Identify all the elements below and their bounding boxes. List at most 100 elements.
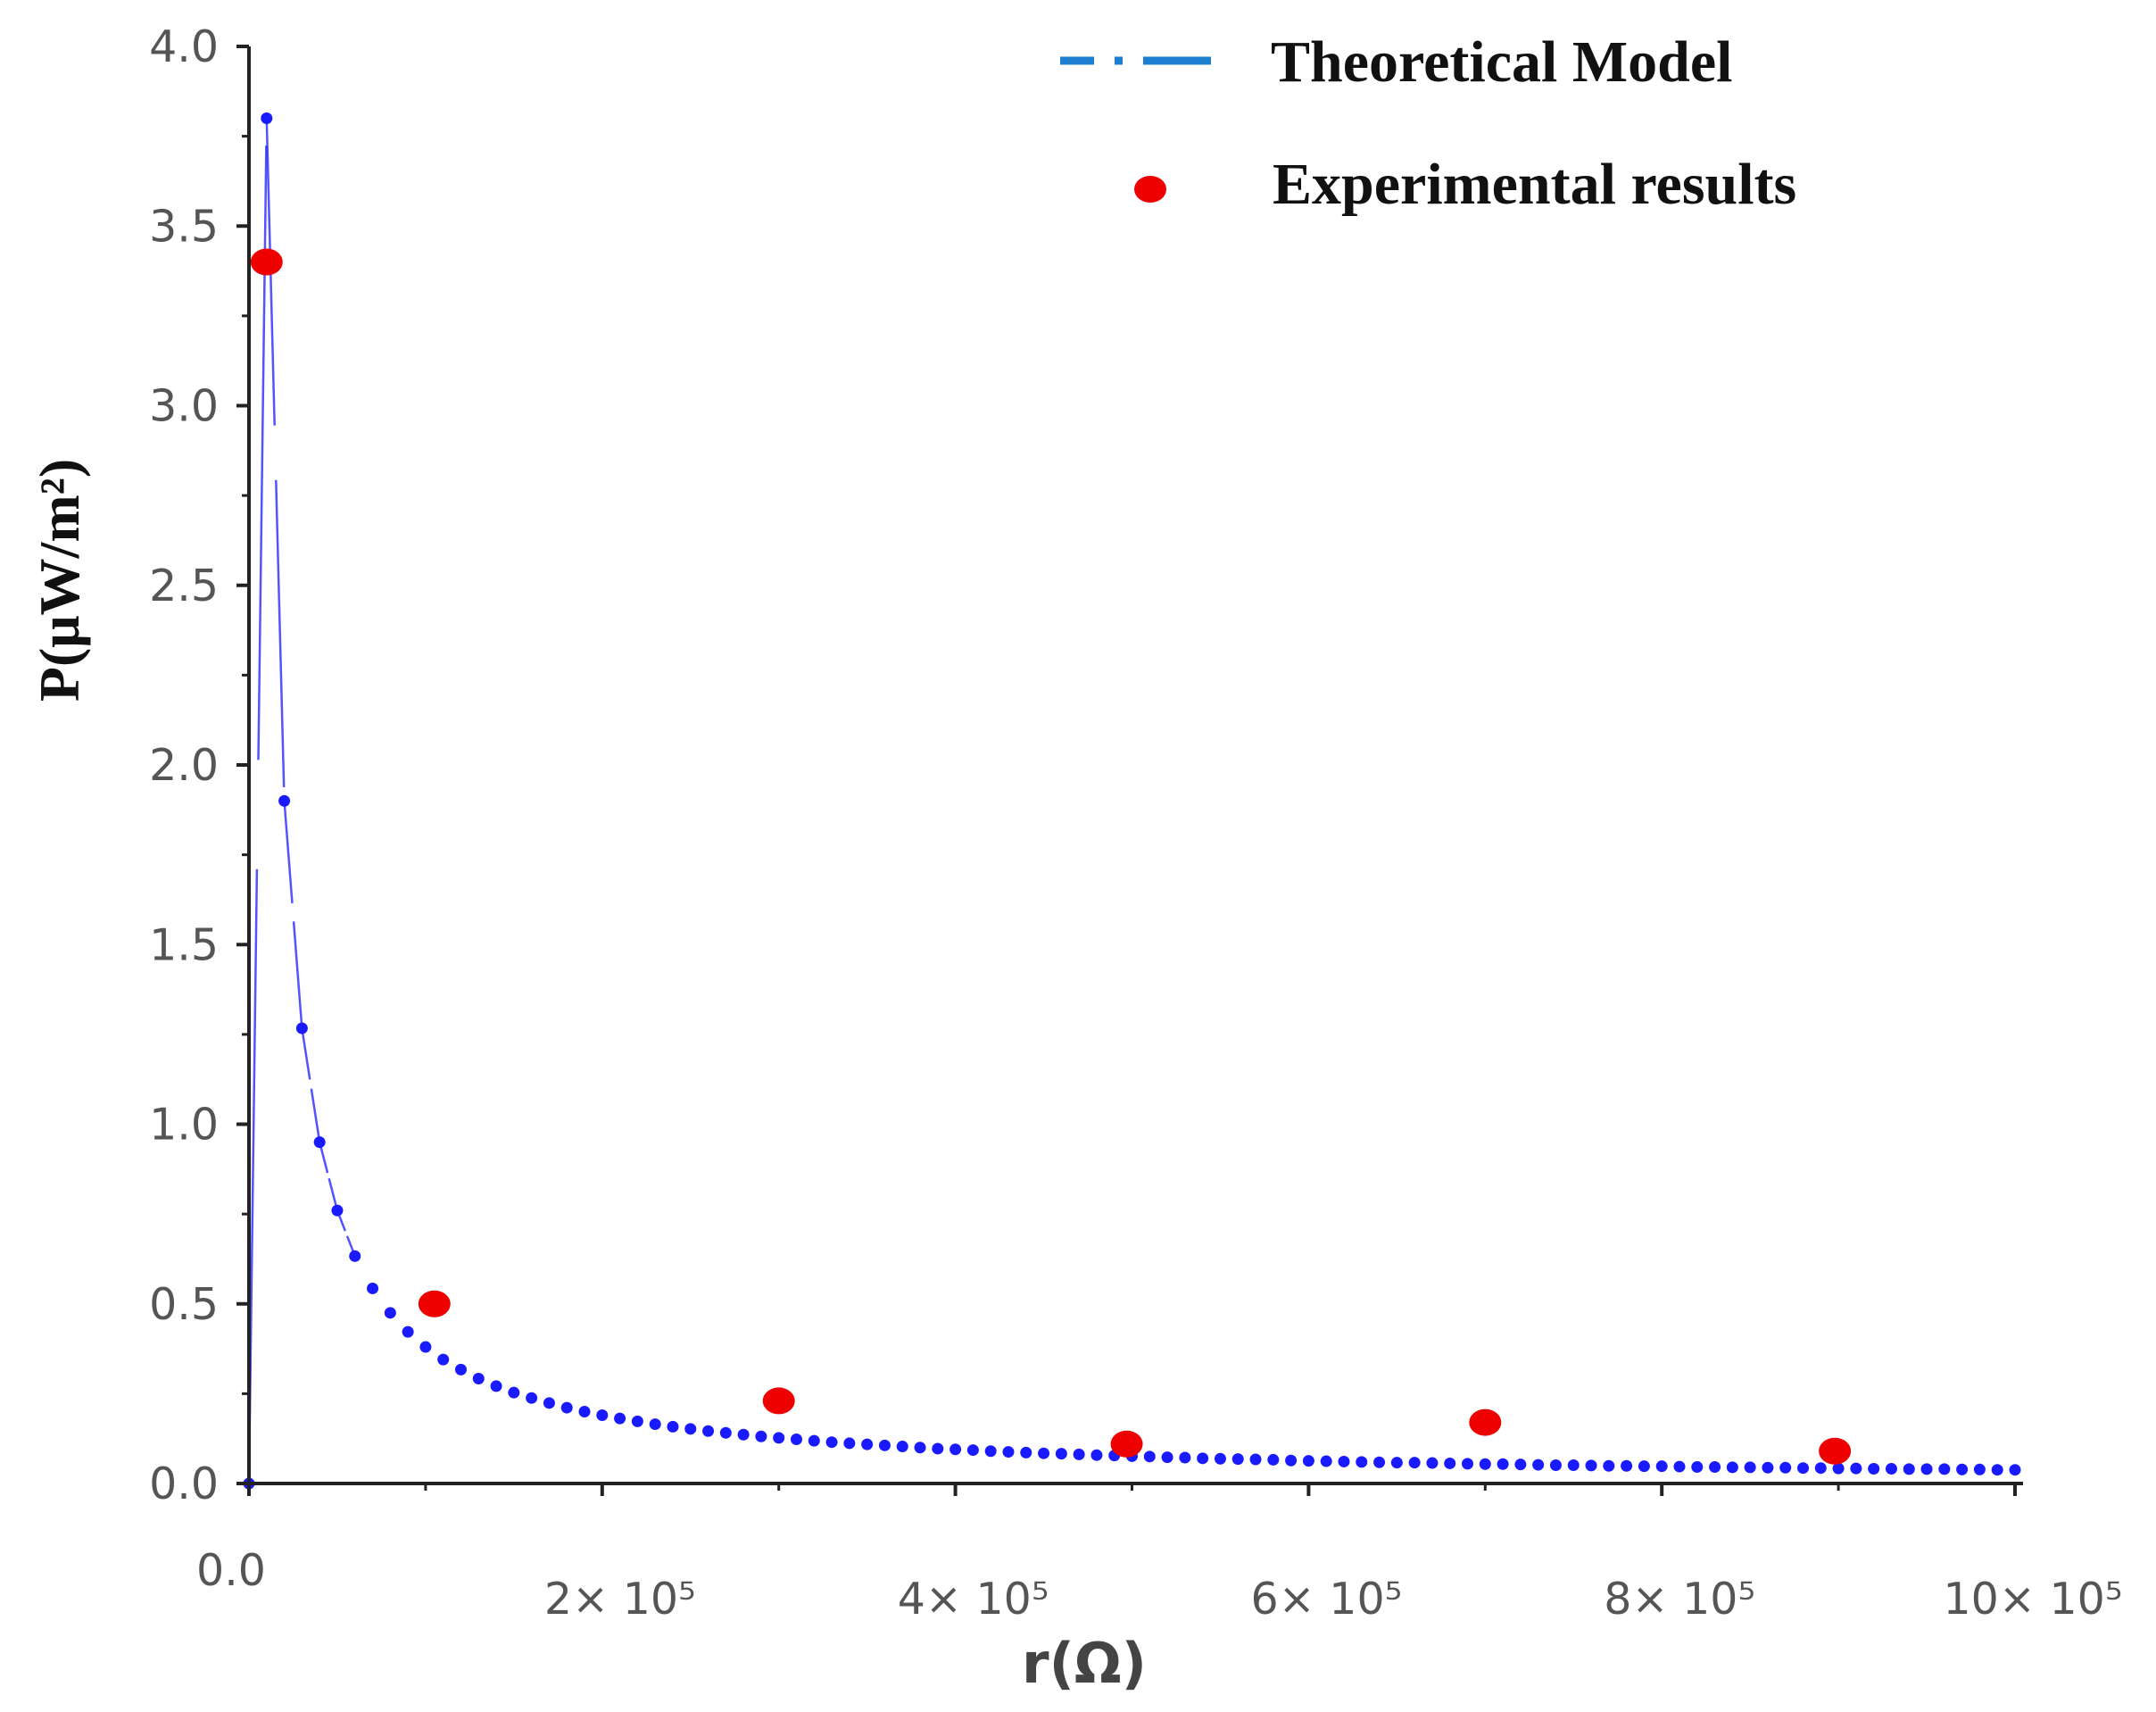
theoretical-point: [861, 1438, 874, 1450]
theoretical-point: [1197, 1452, 1209, 1465]
theoretical-point: [1497, 1458, 1509, 1470]
theoretical-point: [1850, 1462, 1862, 1475]
theoretical-point: [578, 1406, 591, 1417]
y-tick-label: 4.0: [149, 21, 219, 72]
theoretical-point: [808, 1434, 820, 1447]
theoretical-point: [1762, 1461, 1774, 1474]
theoretical-point: [1426, 1457, 1439, 1469]
theoretical-point: [313, 1136, 326, 1149]
theoretical-point: [932, 1442, 944, 1455]
experimental-point: [1110, 1430, 1143, 1458]
theoretical-point: [295, 1022, 308, 1035]
theoretical-point: [1691, 1460, 1704, 1473]
theoretical-point: [367, 1282, 379, 1294]
theoretical-point: [1920, 1463, 1933, 1475]
theoretical-point: [1267, 1453, 1280, 1466]
theoretical-point: [472, 1372, 485, 1384]
theoretical-point: [702, 1425, 715, 1437]
legend-label-theoretical-model: Theoretical Model: [1271, 29, 1733, 95]
theoretical-point: [1903, 1463, 1915, 1475]
theoretical-point: [1973, 1463, 1986, 1475]
theoretical-line-segment: [318, 1142, 339, 1211]
x-tick-label: 6× 10⁵: [1250, 1574, 1402, 1625]
theoretical-point: [1638, 1460, 1650, 1473]
theoretical-point: [596, 1409, 609, 1422]
theoretical-point: [1462, 1458, 1474, 1470]
theoretical-point: [1038, 1447, 1050, 1459]
theoretical-point: [526, 1392, 538, 1404]
theoretical-point: [1231, 1453, 1244, 1466]
theoretical-point: [278, 794, 291, 807]
theoretical-point: [1444, 1457, 1456, 1469]
theoretical-point: [1726, 1461, 1738, 1474]
theoretical-point: [261, 112, 273, 124]
theoretical-point: [949, 1443, 962, 1456]
axes: [247, 46, 2023, 1485]
theoretical-point: [1249, 1453, 1262, 1466]
y-axis-title: P(μW/m²): [28, 459, 91, 702]
theoretical-point: [1956, 1463, 1969, 1475]
theoretical-point: [1514, 1459, 1527, 1471]
y-tick-label: 2.0: [149, 740, 219, 791]
theoretical-point: [2009, 1464, 2021, 1476]
theoretical-point: [1709, 1460, 1721, 1473]
theoretical-point: [1338, 1455, 1350, 1467]
experimental-point: [762, 1387, 795, 1415]
theoretical-point: [1479, 1458, 1491, 1470]
theoretical-point: [1161, 1451, 1173, 1464]
theoretical-point: [349, 1250, 361, 1262]
y-tick-label: 0.0: [149, 1459, 219, 1509]
y-tick-label: 0.5: [149, 1279, 219, 1330]
theoretical-point: [1143, 1450, 1156, 1463]
theoretical-point: [1002, 1446, 1015, 1459]
experimental-point: [250, 248, 283, 276]
theoretical-point: [560, 1401, 573, 1414]
tick-labels: 0.0 0.5 1.0 1.5 2.0 2.5 3.0 3.5 4.0 0.0 2× 10⁵ 4× 1…: [149, 21, 2122, 1625]
theoretical-point: [1567, 1459, 1580, 1471]
theoretical-point: [1814, 1462, 1827, 1475]
theoretical-point: [1991, 1464, 2003, 1476]
theoretical-point: [508, 1386, 520, 1399]
theoretical-line-segment: [283, 801, 303, 1029]
theoretical-point: [331, 1204, 344, 1217]
theoretical-model-line: [247, 118, 356, 1484]
tick-marks: [236, 45, 2017, 1496]
theoretical-point: [1408, 1457, 1421, 1469]
theoretical-point: [1390, 1457, 1403, 1469]
y-tick-label: 3.5: [149, 201, 219, 252]
theoretical-point: [490, 1380, 502, 1392]
theoretical-point: [984, 1445, 997, 1458]
theoretical-point: [667, 1420, 679, 1433]
theoretical-point: [790, 1433, 802, 1445]
theoretical-point: [649, 1418, 661, 1431]
theoretical-point: [1621, 1459, 1633, 1472]
theoretical-point: [402, 1326, 414, 1338]
theoretical-point: [1938, 1463, 1951, 1475]
theoretical-point: [1797, 1462, 1810, 1475]
theoretical-point: [896, 1441, 908, 1453]
experimental-results-points: [250, 248, 1852, 1465]
theoretical-point: [419, 1341, 432, 1353]
theoretical-point: [1320, 1455, 1332, 1467]
y-tick-label: 2.5: [149, 561, 219, 611]
theoretical-point: [631, 1415, 643, 1427]
x-tick-label: 4× 10⁵: [898, 1574, 1049, 1625]
theoretical-point: [1832, 1462, 1845, 1475]
theoretical-point: [914, 1442, 926, 1454]
theoretical-point: [1673, 1460, 1686, 1473]
experimental-point: [1469, 1409, 1502, 1436]
theoretical-point: [1302, 1455, 1314, 1467]
theoretical-point: [437, 1353, 450, 1366]
theoretical-point: [1532, 1459, 1545, 1471]
theoretical-point: [454, 1363, 467, 1375]
theoretical-line-segment: [301, 1027, 321, 1143]
x-tick-label: 8× 10⁵: [1604, 1574, 1755, 1625]
theoretical-point: [737, 1428, 750, 1441]
theoretical-point: [825, 1436, 838, 1449]
theoretical-line-segment: [336, 1209, 356, 1257]
theoretical-point: [1179, 1451, 1191, 1464]
theoretical-point: [755, 1430, 767, 1442]
theoretical-point: [1214, 1452, 1226, 1465]
